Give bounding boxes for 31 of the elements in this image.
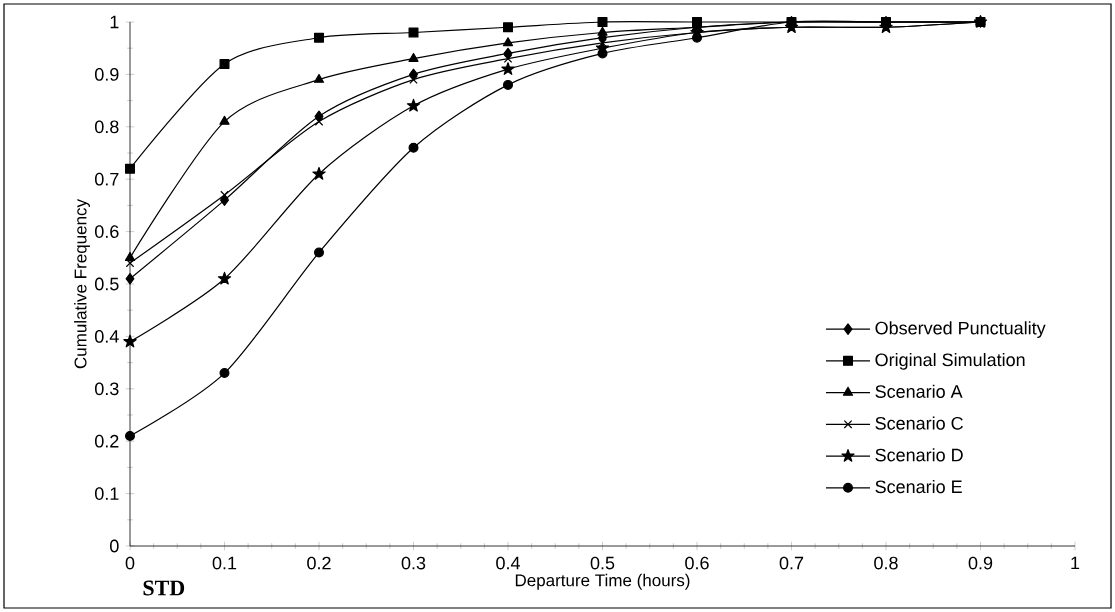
y-tick-label: 0.6 [95, 225, 119, 238]
x-tick-label: 0 [125, 556, 135, 570]
x-tick-label: 0.2 [307, 556, 331, 570]
y-tick-label: 1 [110, 15, 119, 29]
y-tick-label: 0.4 [95, 330, 119, 343]
x-tick-label: 0.4 [496, 556, 520, 570]
text: STD [143, 580, 185, 596]
x-tick-label: 0.9 [968, 556, 993, 570]
x-tick-label: 0.5 [590, 556, 615, 570]
y-tick-label: 0 [110, 539, 119, 553]
y-tick-label: 0.9 [95, 68, 119, 81]
x-tick-label: 0.8 [874, 556, 898, 570]
x-tick-label: 1 [1071, 556, 1080, 570]
y-tick-label: 0.1 [95, 487, 119, 500]
y-tick-label: 0.2 [95, 434, 119, 448]
y-tick-label: 0.3 [95, 382, 119, 396]
legend-label: Scenario E [875, 479, 962, 494]
legend-label: Observed Punctuality [875, 321, 1046, 338]
legend-label: Scenario C [875, 416, 963, 430]
x-tick-label: 0.3 [401, 556, 426, 570]
x-tick-label: 0.6 [685, 556, 709, 570]
y-tick-label: 0.7 [95, 172, 119, 186]
legend-label: Scenario A [875, 384, 963, 398]
y-axis-title: Cumulative Frequency [74, 199, 90, 369]
x-tick-label: 0.1 [212, 556, 237, 570]
y-tick-label: 0.5 [95, 277, 119, 291]
x-axis-title: Departure Time (hours) [515, 573, 690, 590]
legend-label: Original Simulation [875, 352, 1025, 370]
x-tick-label: 0.7 [779, 556, 804, 570]
y-tick-label: 0.8 [95, 120, 119, 134]
legend-label: Scenario D [875, 448, 963, 462]
